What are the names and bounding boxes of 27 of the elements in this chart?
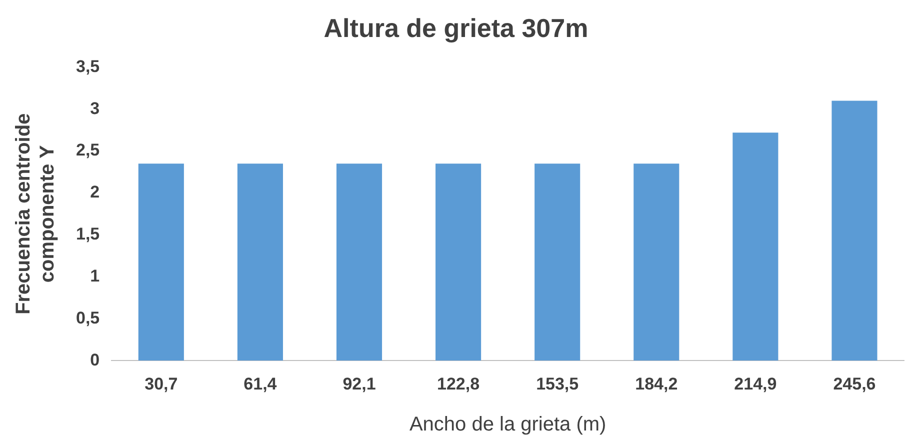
bar (634, 164, 680, 361)
bar (732, 132, 778, 361)
y-tick-label: 0 (90, 350, 100, 370)
y-tick-label: 1 (90, 266, 100, 286)
x-tick-label: 30,7 (144, 374, 178, 394)
y-tick-label: 2,5 (76, 140, 100, 160)
bar (237, 164, 283, 361)
x-axis-title: Ancho de la grieta (m) (409, 414, 606, 436)
y-tick-label: 2 (90, 182, 100, 202)
x-tick-label: 245,6 (833, 374, 876, 394)
bar (534, 164, 580, 361)
x-tick-label: 153,5 (536, 374, 579, 394)
bar (336, 164, 382, 361)
y-tick-label: 1,5 (76, 224, 100, 244)
x-tick-label: 61,4 (244, 374, 278, 394)
x-tick-label: 214,9 (734, 374, 777, 394)
x-tick-label: 184,2 (635, 374, 678, 394)
y-axis-title: Frecuencia centroide componente Y (12, 113, 59, 314)
y-tick-label: 3 (90, 98, 100, 118)
chart-title: Altura de grieta 307m (324, 12, 588, 43)
x-tick-label: 122,8 (437, 374, 480, 394)
bar (832, 100, 878, 361)
x-tick-label: 92,1 (342, 374, 376, 394)
bar (436, 164, 482, 361)
y-tick-label: 0,5 (76, 308, 100, 328)
bar (138, 164, 184, 361)
y-tick-label: 3,5 (76, 56, 100, 76)
